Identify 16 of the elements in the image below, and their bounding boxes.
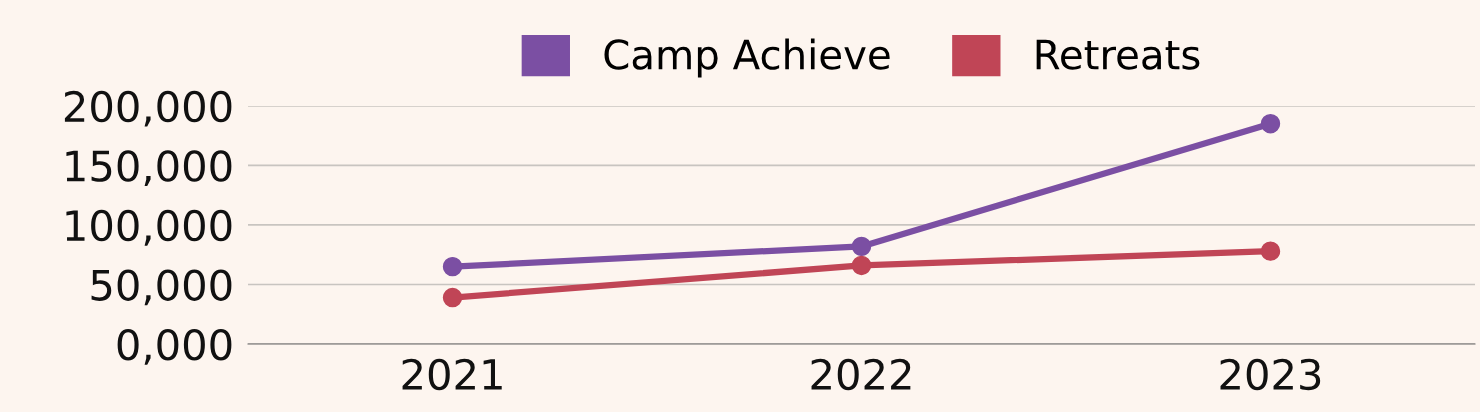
point <box>1260 114 1281 134</box>
point <box>442 256 463 277</box>
y-tick-label: 200,000 <box>64 90 232 127</box>
x-tick-label: 2021 <box>402 358 502 391</box>
y-tick-label: 150,000 <box>66 150 232 187</box>
y-tick-label: 0,000 <box>117 328 232 365</box>
x-tick-label: 2023 <box>1220 358 1321 391</box>
point <box>442 287 463 308</box>
point <box>1260 241 1281 261</box>
point <box>851 236 872 257</box>
y-tick-label: 50,000 <box>91 269 232 306</box>
point <box>851 255 872 276</box>
legend-label: Camp Achieve <box>604 38 890 78</box>
x-tick-label: 2022 <box>811 358 911 391</box>
y-tick-label: 100,000 <box>66 209 232 246</box>
legend-label: Retreats <box>1036 39 1200 70</box>
